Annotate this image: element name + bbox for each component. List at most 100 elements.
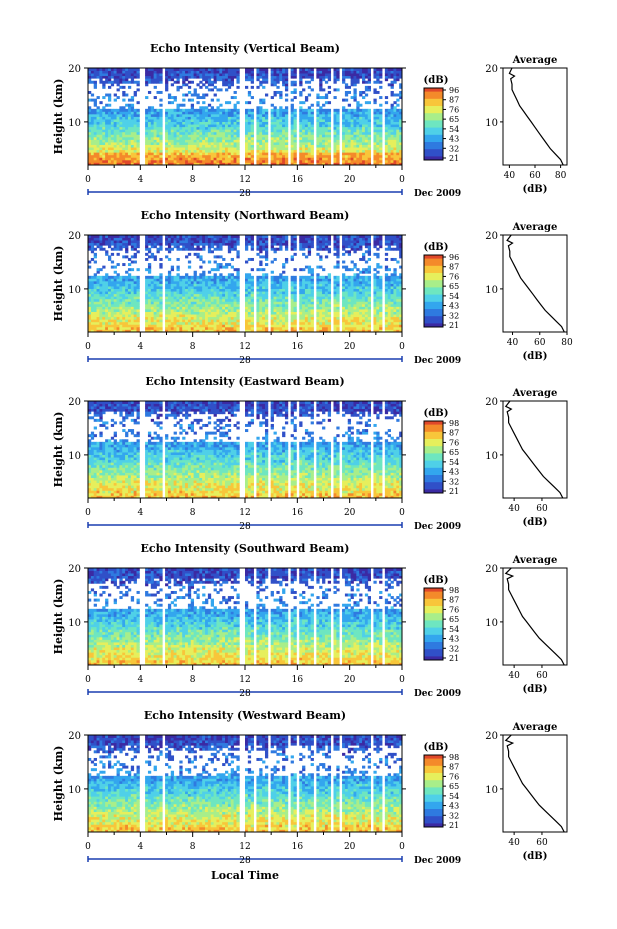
heatmap-cell (191, 81, 194, 84)
heatmap-cell (248, 278, 251, 281)
heatmap-cell (359, 145, 362, 148)
heatmap-cell (336, 145, 339, 148)
heatmap-cell (294, 137, 297, 140)
heatmap-cell (174, 324, 177, 327)
heatmap-cell (97, 243, 100, 246)
heatmap-cell (151, 76, 154, 79)
heatmap-cell (322, 109, 325, 112)
heatmap-cell (94, 322, 97, 325)
heatmap-cell (251, 73, 254, 76)
heatmap-cell (154, 294, 157, 297)
heatmap-cell (91, 152, 94, 155)
heatmap-cell (245, 284, 248, 287)
heatmap-cell (276, 291, 279, 294)
heatmap-cell (202, 273, 205, 276)
heatmap-cell (356, 150, 359, 153)
heatmap-cell (379, 147, 382, 150)
heatmap-cell (322, 147, 325, 150)
heatmap-cell (145, 160, 148, 163)
heatmap-cell (196, 284, 199, 287)
heatmap-cell (216, 73, 219, 76)
heatmap-cell (154, 245, 157, 248)
heatmap-cell (99, 304, 102, 307)
heatmap-cell (114, 314, 117, 317)
heatmap-cell (285, 145, 288, 148)
heatmap-cell (174, 278, 177, 281)
heatmap-cell (379, 152, 382, 155)
heatmap-cell (285, 147, 288, 150)
heatmap-cell (333, 137, 336, 140)
heatmap-cell (151, 152, 154, 155)
heatmap-cell (188, 281, 191, 284)
heatmap-cell (225, 129, 228, 132)
panel-title: Echo Intensity (Vertical Beam) (150, 42, 340, 55)
heatmap-cell (274, 152, 277, 155)
heatmap-cell (171, 139, 174, 142)
heatmap-cell (225, 117, 228, 120)
heatmap-cell (111, 306, 114, 309)
heatmap-cell (236, 309, 239, 312)
heatmap-cell (259, 294, 262, 297)
heatmap-cell (336, 109, 339, 112)
heatmap-cell (259, 319, 262, 322)
heatmap-cell (356, 157, 359, 160)
heatmap-cell (137, 281, 140, 284)
heatmap-cell (117, 248, 120, 251)
heatmap-cell (259, 284, 262, 287)
heatmap-cell (325, 137, 328, 140)
heatmap-cell (342, 137, 345, 140)
heatmap-cell (291, 114, 294, 117)
heatmap-cell (379, 86, 382, 89)
heatmap-cell (302, 314, 305, 317)
heatmap-cell (196, 160, 199, 163)
heatmap-cell (185, 111, 188, 114)
heatmap-cell (208, 157, 211, 160)
heatmap-cell (196, 139, 199, 142)
heatmap-cell (205, 243, 208, 246)
heatmap-cell (393, 137, 396, 140)
heatmap-cell (205, 76, 208, 79)
heatmap-cell (119, 129, 122, 132)
heatmap-cell (259, 127, 262, 130)
heatmap-cell (236, 142, 239, 145)
heatmap-cell (185, 304, 188, 307)
heatmap-cell (262, 299, 265, 302)
average-x-tick-label: 60 (529, 171, 541, 181)
heatmap-cell (159, 139, 162, 142)
heatmap-cell (308, 129, 311, 132)
heatmap-cell (108, 152, 111, 155)
heatmap-cell (251, 322, 254, 325)
heatmap-cell (316, 142, 319, 145)
heatmap-cell (94, 137, 97, 140)
heatmap-cell (182, 132, 185, 135)
heatmap-cell (391, 155, 394, 158)
heatmap-cell (365, 150, 368, 153)
heatmap-cell (265, 278, 268, 281)
heatmap-cell (248, 284, 251, 287)
heatmap-cell (91, 117, 94, 120)
heatmap-cell (302, 127, 305, 130)
heatmap-cell (299, 142, 302, 145)
heatmap-cell (216, 78, 219, 81)
heatmap-cell (379, 81, 382, 84)
heatmap-cell (131, 139, 134, 142)
heatmap-cell (282, 319, 285, 322)
heatmap-cell (368, 155, 371, 158)
heatmap-cell (282, 129, 285, 132)
heatmap-cell (391, 114, 394, 117)
heatmap-cell (388, 127, 391, 130)
heatmap-cell (294, 286, 297, 289)
heatmap-cell (122, 276, 125, 279)
heatmap-cell (248, 243, 251, 246)
heatmap-cell (276, 111, 279, 114)
heatmap-cell (159, 111, 162, 114)
heatmap-cell (316, 73, 319, 76)
heatmap-cell (171, 248, 174, 251)
heatmap-cell (159, 324, 162, 327)
heatmap-cell (117, 157, 120, 160)
heatmap-cell (236, 250, 239, 253)
heatmap-cell (259, 245, 262, 248)
heatmap-cell (185, 281, 188, 284)
heatmap-cell (262, 284, 265, 287)
heatmap-cell (174, 299, 177, 302)
